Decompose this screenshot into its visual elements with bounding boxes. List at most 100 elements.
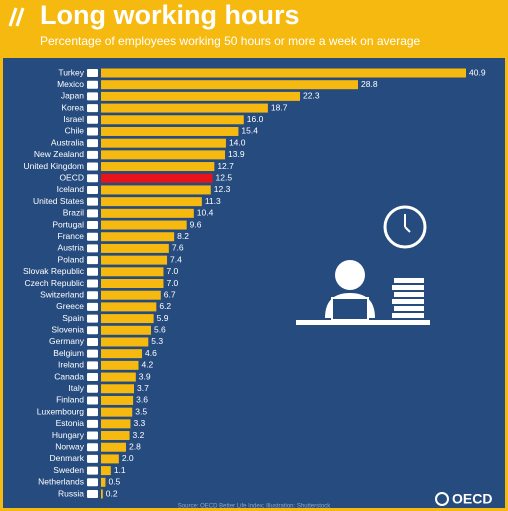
logo-box xyxy=(0,0,34,34)
bar xyxy=(101,220,187,230)
category-label: France xyxy=(58,231,85,241)
bar xyxy=(101,372,136,382)
category-label: Japan xyxy=(61,91,84,101)
category-label: Ireland xyxy=(58,360,84,370)
value-label: 8.2 xyxy=(177,231,189,241)
oecd-logo: OECD xyxy=(452,491,492,507)
category-label: Austria xyxy=(58,243,85,253)
category-label: Switzerland xyxy=(40,289,84,299)
value-label: 3.9 xyxy=(139,371,151,381)
flag-icon xyxy=(87,80,98,89)
value-label: 7.6 xyxy=(172,243,184,253)
logo-mark xyxy=(435,492,449,506)
flag-icon xyxy=(87,139,98,148)
category-label: Canada xyxy=(54,371,84,381)
category-label: Iceland xyxy=(57,184,85,194)
bar xyxy=(101,68,466,78)
flag-icon xyxy=(87,291,98,300)
bar xyxy=(101,208,194,218)
category-label: New Zealand xyxy=(34,149,84,159)
bar xyxy=(101,290,161,300)
flag-icon xyxy=(87,256,98,265)
value-label: 5.9 xyxy=(157,313,169,323)
flag-icon xyxy=(87,232,98,241)
flag-icon xyxy=(87,396,98,405)
illustration xyxy=(296,205,430,325)
bar xyxy=(101,302,157,312)
value-label: 10.4 xyxy=(197,208,214,218)
bar xyxy=(101,360,139,370)
value-label: 11.3 xyxy=(205,196,221,206)
flag-icon xyxy=(87,185,98,194)
value-label: 3.5 xyxy=(135,406,147,416)
bar xyxy=(101,255,168,265)
category-label: Denmark xyxy=(50,453,85,463)
category-label: Chile xyxy=(65,126,85,136)
bar xyxy=(101,477,106,487)
bar xyxy=(101,173,213,183)
category-label: Estonia xyxy=(56,418,85,428)
value-label: 22.3 xyxy=(303,91,320,101)
chart-title: Long working hours xyxy=(40,0,299,30)
bar xyxy=(101,337,149,347)
category-label: Turkey xyxy=(58,67,84,77)
category-label: Germany xyxy=(49,336,85,346)
flag-icon xyxy=(87,209,98,218)
flag-icon xyxy=(87,174,98,183)
flag-icon xyxy=(87,419,98,428)
category-label: Poland xyxy=(58,254,85,264)
bar xyxy=(101,419,131,429)
flag-icon xyxy=(87,349,98,358)
bar xyxy=(101,314,154,324)
bar xyxy=(101,185,211,195)
value-label: 16.0 xyxy=(247,114,264,124)
bar xyxy=(101,91,301,101)
flag-icon xyxy=(87,197,98,206)
value-label: 5.3 xyxy=(151,336,163,346)
value-label: 0.5 xyxy=(108,477,120,487)
flag-icon xyxy=(87,69,98,77)
flag-icon xyxy=(87,408,98,417)
category-label: Belgium xyxy=(53,348,84,358)
value-label: 9.6 xyxy=(190,219,202,229)
bar xyxy=(101,243,169,253)
flag-icon xyxy=(87,115,98,124)
bar xyxy=(101,349,143,359)
bar xyxy=(101,279,164,288)
value-label: 7.0 xyxy=(166,266,178,276)
category-label: OECD xyxy=(59,173,84,183)
bar xyxy=(101,454,119,464)
flag-icon xyxy=(87,478,98,487)
flag-icon xyxy=(87,384,98,393)
value-label: 28.8 xyxy=(361,79,378,89)
bar xyxy=(101,197,202,207)
flag-icon xyxy=(87,326,98,335)
value-label: 5.6 xyxy=(154,325,166,335)
flag-icon xyxy=(87,221,98,230)
bar xyxy=(101,115,244,125)
flag-icon xyxy=(87,244,98,253)
bar xyxy=(101,267,164,277)
value-label: 1.1 xyxy=(114,465,126,475)
bar xyxy=(101,407,133,417)
category-label: Italy xyxy=(68,383,84,393)
category-label: Australia xyxy=(51,137,84,147)
value-label: 13.9 xyxy=(228,149,245,159)
flag-icon xyxy=(87,150,98,159)
bar xyxy=(101,103,268,113)
value-label: 12.3 xyxy=(214,184,231,194)
flag-icon xyxy=(87,162,98,171)
bar xyxy=(101,126,239,136)
bar xyxy=(101,325,151,335)
category-label: United Kingdom xyxy=(24,161,84,171)
category-label: Mexico xyxy=(57,79,84,89)
category-label: Finland xyxy=(56,395,84,405)
category-label: Korea xyxy=(61,102,84,112)
flag-icon xyxy=(87,454,98,463)
flag-icon xyxy=(87,267,98,276)
bar xyxy=(101,138,226,148)
flag-icon xyxy=(87,337,98,346)
value-label: 7.4 xyxy=(170,254,182,264)
source: Source: OECD Better Life Index; Illustra… xyxy=(178,504,331,510)
value-label: 3.7 xyxy=(137,383,149,393)
